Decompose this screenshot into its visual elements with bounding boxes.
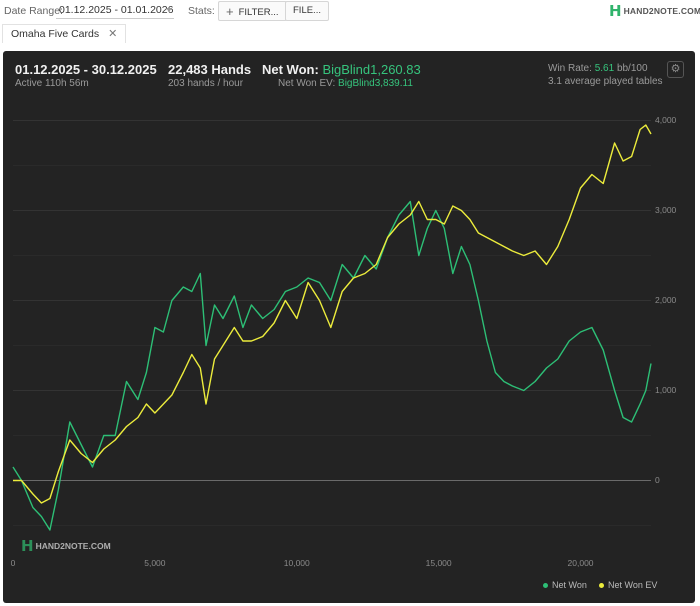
net-won-ev-label: Net Won EV: — [278, 78, 336, 89]
close-icon[interactable]: ✕ — [108, 28, 118, 40]
period-title: 01.12.2025 - 30.12.2025 — [15, 62, 157, 77]
tab-omaha-five-cards[interactable]: Omaha Five Cards ✕ — [2, 24, 127, 43]
hands-count: 22,483 Hands — [168, 62, 252, 77]
net-won-dot-icon — [543, 582, 548, 588]
chevron-down-icon — [166, 8, 172, 12]
watermark: H HAND2NOTE.COM — [21, 537, 111, 555]
x-tick-label: 0 — [10, 558, 16, 568]
win-rate-value: 5.61 — [594, 63, 615, 74]
win-rate-unit: bb/100 — [616, 63, 648, 74]
stats-label: Stats: — [188, 5, 215, 17]
date-range-label: Date Range: — [4, 5, 63, 17]
x-tick-label: 15,000 — [425, 558, 452, 568]
y-tick-label: 3,000 — [655, 204, 677, 215]
gear-icon[interactable]: ⚙ — [667, 61, 684, 78]
net-won-value: BigBlind1,260.83 — [322, 62, 421, 77]
date-range-value: 01.12.2025 - 01.01.2026 — [59, 4, 174, 16]
hands-per-hour: 203 hands / hour — [168, 78, 244, 89]
y-tick-label: 1,000 — [655, 384, 677, 395]
file-button-label: FILE... — [293, 5, 321, 16]
x-tick-label: 10,000 — [283, 558, 310, 568]
net-won: Net Won: BigBlind1,260.83 — [262, 62, 421, 77]
chart-grid — [13, 120, 651, 526]
logo-icon: H — [609, 2, 622, 20]
x-tick-label: 20,000 — [567, 558, 594, 568]
net-won-ev-dot-icon — [599, 582, 604, 588]
brand-text: HAND2NOTE.COM — [623, 6, 700, 16]
legend-net-won-label: Net Won — [552, 580, 587, 590]
active-time: Active 110h 56m — [15, 78, 89, 89]
legend-net-won-ev-label: Net Won EV — [608, 580, 658, 590]
file-button[interactable]: FILE... — [285, 1, 329, 21]
average-tables: 3.1 average played tables — [548, 76, 663, 87]
filter-button-label: FILTER... — [238, 7, 279, 18]
net-won-ev-line — [13, 124, 652, 504]
date-range-select[interactable]: 01.12.2025 - 01.01.2026 — [56, 3, 174, 19]
plus-icon: + — [226, 4, 234, 19]
x-tick-label: 5,000 — [144, 558, 166, 568]
legend-net-won-ev[interactable]: Net Won EV — [599, 580, 657, 590]
watermark-text: HAND2NOTE.COM — [35, 541, 111, 551]
y-tick-label: 0 — [655, 474, 660, 485]
top-toolbar: Date Range: 01.12.2025 - 01.01.2026 Stat… — [0, 0, 700, 22]
chart-lines — [12, 124, 652, 531]
net-won-line — [12, 200, 652, 531]
net-won-label: Net Won: — [262, 62, 319, 77]
y-tick-label: 4,000 — [655, 114, 677, 125]
y-tick-label: 2,000 — [655, 294, 677, 305]
win-rate: Win Rate: 5.61 bb/100 — [548, 63, 648, 74]
net-won-ev-value: BigBlind3,839.11 — [338, 78, 413, 89]
win-rate-label: Win Rate: — [548, 63, 592, 74]
graph-panel: 01.12.2025 - 30.12.2025 Active 110h 56m … — [3, 51, 695, 603]
net-won-ev: Net Won EV: BigBlind3,839.11 — [278, 78, 413, 89]
brand-logo[interactable]: H HAND2NOTE.COM — [609, 2, 700, 20]
tab-label: Omaha Five Cards — [11, 28, 100, 40]
watermark-logo-icon: H — [21, 537, 34, 555]
profit-chart — [12, 120, 652, 531]
filter-button[interactable]: + FILTER... — [218, 1, 287, 21]
legend-net-won[interactable]: Net Won — [543, 580, 587, 590]
